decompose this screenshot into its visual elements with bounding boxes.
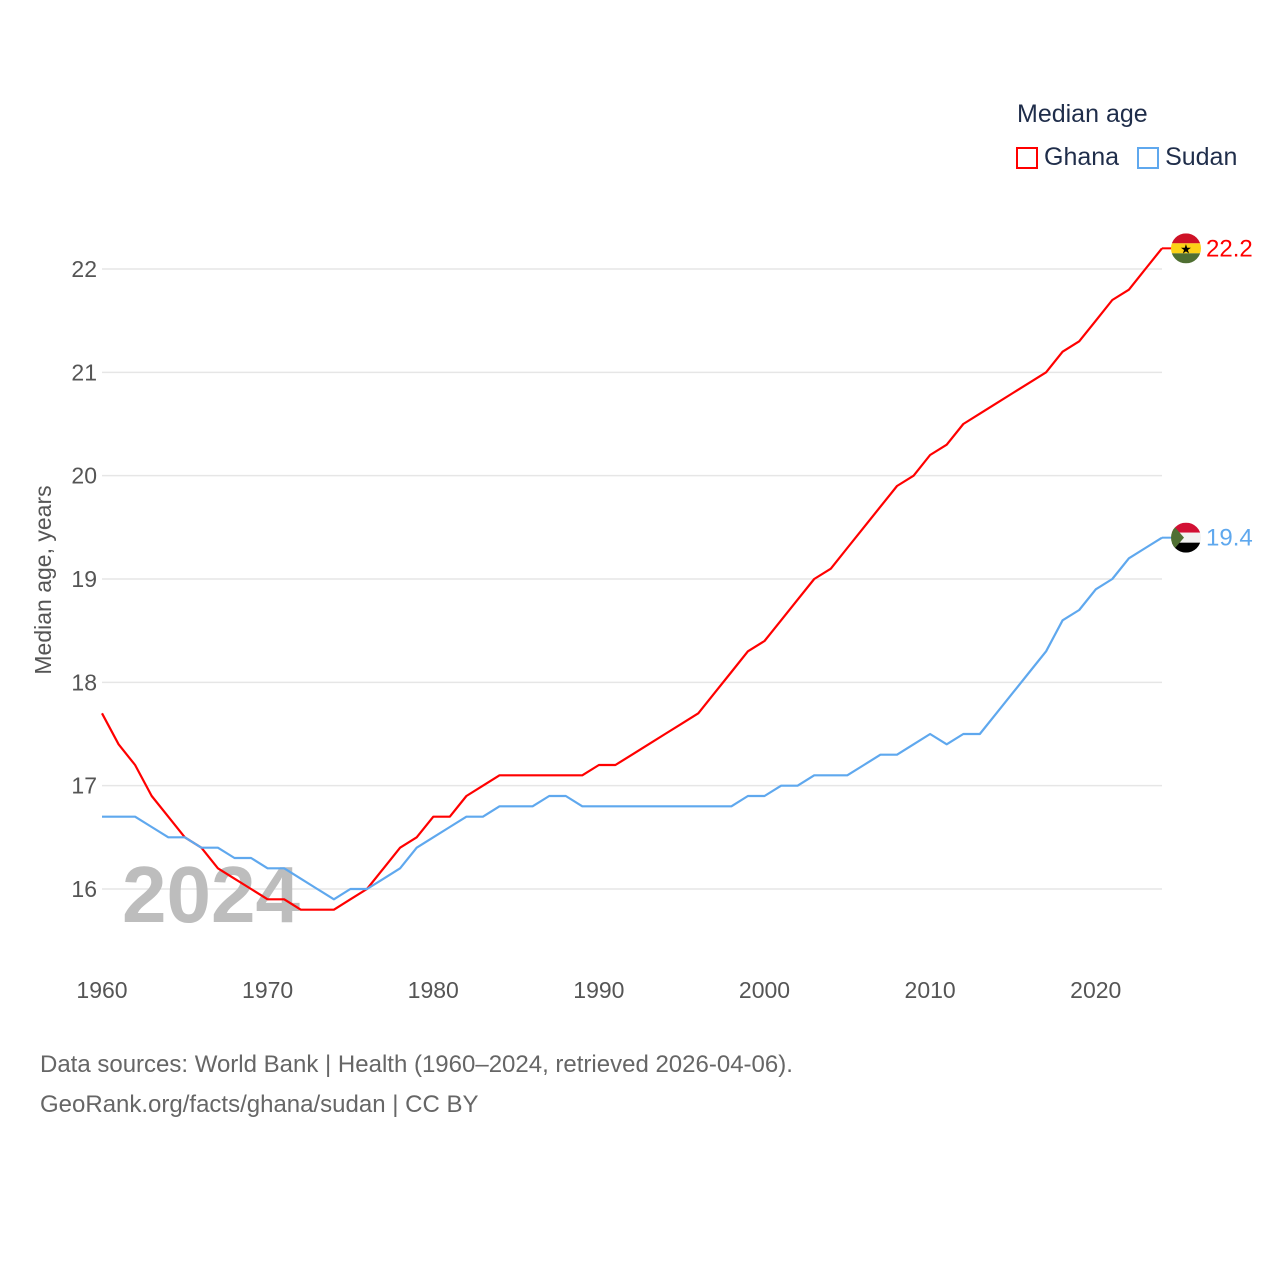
y-axis-label: Median age, years [30, 485, 56, 674]
y-tick-label: 19 [71, 566, 97, 592]
flag-star: ★ [1180, 241, 1192, 256]
legend-item-ghana[interactable]: Ghana [1016, 143, 1119, 172]
flag-stripe-black [1171, 542, 1201, 553]
y-tick-label: 18 [71, 669, 97, 695]
year-watermark: 2024 [122, 850, 300, 939]
x-axis-ticks: 1960 1970 1980 1990 2000 2010 2020 [76, 977, 1121, 1003]
end-value-label-sudan: 19.4 [1206, 525, 1253, 552]
x-tick-label: 1960 [76, 977, 127, 1003]
x-tick-label: 1970 [242, 977, 293, 1003]
y-tick-label: 17 [71, 773, 97, 799]
x-tick-label: 2010 [905, 977, 956, 1003]
flag-body: ★ [1171, 233, 1201, 264]
flag-stripe-green [1171, 253, 1201, 264]
flag-stripe-red [1171, 522, 1201, 533]
y-tick-label: 16 [71, 876, 97, 902]
y-tick-label: 22 [71, 256, 97, 282]
series-line-sudan [102, 536, 1163, 901]
legend-label-ghana: Ghana [1044, 143, 1120, 171]
end-value-label-ghana: 22.2 [1206, 235, 1253, 262]
y-tick-label: 20 [71, 463, 97, 489]
legend: Ghana Sudan [1016, 143, 1237, 172]
legend-swatch-ghana [1016, 146, 1038, 169]
gridlines [102, 268, 1162, 890]
flag-stripe-red [1171, 233, 1201, 244]
flag-body [1171, 522, 1201, 553]
x-tick-label: 1990 [573, 977, 624, 1003]
series-end-markers: ★ 22.2 19.4 [1171, 233, 1253, 553]
legend-title: Median age [1017, 100, 1148, 128]
legend-item-sudan[interactable]: Sudan [1137, 143, 1237, 172]
legend-label-sudan: Sudan [1165, 143, 1238, 171]
flag-icon-ghana: ★ [1171, 233, 1201, 264]
y-tick-label: 21 [71, 359, 97, 385]
source-line-2[interactable]: GeoRank.org/facts/ghana/sudan | CC BY [40, 1091, 479, 1118]
series-line-ghana [101, 247, 1163, 911]
flag-icon-sudan [1171, 522, 1201, 553]
source-note: Data sources: World Bank | Health (1960–… [40, 1045, 793, 1125]
y-axis-ticks: 16 17 18 19 20 21 22 [71, 256, 97, 902]
flag-stripe-white [1171, 532, 1201, 543]
series-lines [101, 247, 1172, 911]
flag-triangle [1171, 522, 1184, 553]
x-tick-label: 1980 [408, 977, 459, 1003]
source-line-1: Data sources: World Bank | Health (1960–… [40, 1051, 793, 1078]
x-tick-label: 2000 [739, 977, 790, 1003]
x-tick-label: 2020 [1070, 977, 1121, 1003]
legend-swatch-sudan [1137, 146, 1160, 169]
flag-stripe-yellow [1171, 243, 1201, 254]
